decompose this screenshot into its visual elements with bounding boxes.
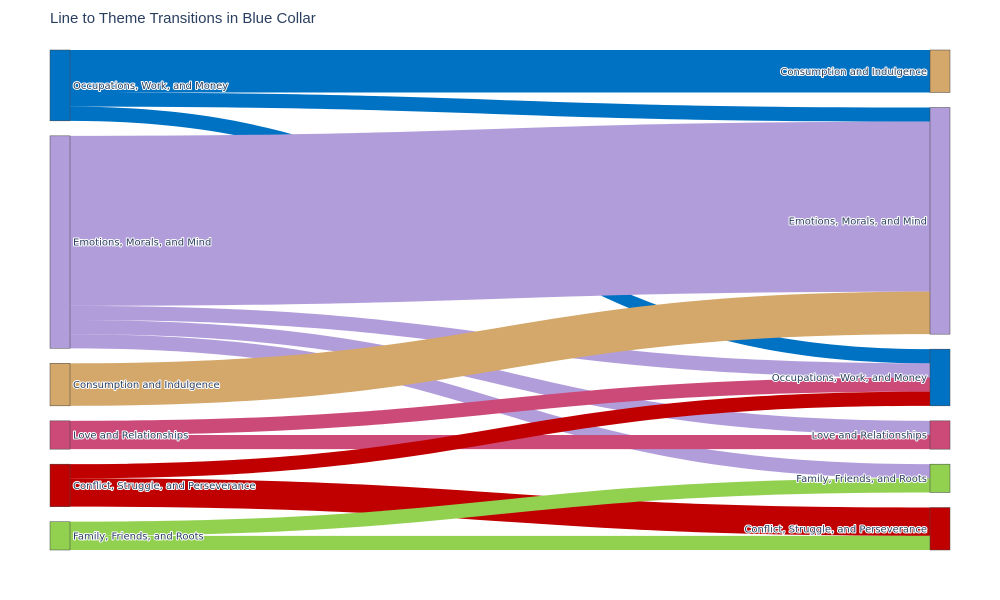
source-label-occupations: Occupations, Work, and Money	[73, 81, 228, 92]
source-label-love: Love and Relationships	[73, 431, 188, 442]
source-node-consumption[interactable]	[49, 363, 71, 407]
link-occupations-to-emotions	[70, 92, 930, 122]
target-label-love: Love and Relationships	[812, 431, 927, 442]
source-label-consumption: Consumption and Indulgence	[73, 380, 220, 391]
source-node-conflict[interactable]	[49, 463, 71, 507]
link-occupations-to-consumption	[70, 50, 930, 93]
target-node-emotions[interactable]	[929, 107, 951, 335]
target-label-family: Family, Friends, and Roots	[796, 474, 927, 485]
source-node-love[interactable]	[49, 420, 71, 450]
link-love-to-occupations	[70, 377, 930, 435]
target-label-conflict: Conflict, Struggle, and Perseverance	[744, 524, 927, 535]
link-emotions-to-emotions	[70, 121, 930, 306]
target-label-consumption: Consumption and Indulgence	[780, 67, 927, 78]
target-node-occupations[interactable]	[929, 348, 951, 407]
sankey-nodes	[49, 49, 951, 551]
source-label-emotions: Emotions, Morals, and Mind	[73, 238, 211, 249]
target-label-occupations: Occupations, Work, and Money	[772, 373, 927, 384]
link-family-to-conflict	[70, 535, 930, 550]
link-emotions-to-love	[70, 320, 930, 435]
source-label-family: Family, Friends, and Roots	[73, 531, 204, 542]
target-node-consumption[interactable]	[929, 49, 951, 93]
source-node-occupations[interactable]	[49, 49, 71, 122]
target-node-family[interactable]	[929, 463, 951, 493]
source-node-family[interactable]	[49, 521, 71, 551]
target-node-love[interactable]	[929, 420, 951, 450]
source-label-conflict: Conflict, Struggle, and Perseverance	[73, 481, 256, 492]
target-node-conflict[interactable]	[929, 507, 951, 551]
link-consumption-to-emotions	[70, 291, 930, 406]
target-label-emotions: Emotions, Morals, and Mind	[789, 216, 927, 227]
sankey-labels: Occupations, Work, and Money Emotions, Mo…	[72, 66, 928, 544]
link-conflict-to-occupations	[70, 391, 930, 479]
link-family-to-family	[70, 478, 930, 536]
source-node-emotions[interactable]	[49, 135, 71, 349]
sankey-links	[70, 50, 930, 550]
chart-title: Line to Theme Transitions in Blue Collar	[50, 10, 316, 27]
